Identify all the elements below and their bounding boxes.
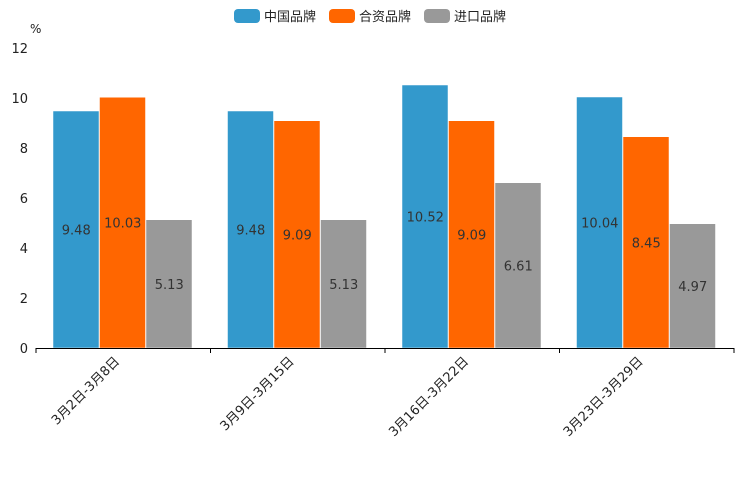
bar-2-1 <box>99 97 146 349</box>
bars <box>52 84 716 349</box>
x-category-label: 3月9日-3月15日 <box>218 354 298 434</box>
data-label-2-4: 8.45 <box>632 236 661 251</box>
data-labels: 9.48 10.03 5.13 9.48 9.09 5.13 10.52 9.09 6.61 10… <box>62 211 707 295</box>
bar-1-1 <box>52 110 100 349</box>
legend: 中国品牌 合资品牌 进口品牌 <box>234 9 506 25</box>
data-label-3-4: 4.97 <box>678 280 707 295</box>
y-tick-label: 6 <box>20 192 28 207</box>
y-tick-label: 10 <box>11 92 28 107</box>
legend-label-3: 进口品牌 <box>454 9 506 25</box>
data-label-2-1: 10.03 <box>104 217 141 232</box>
data-label-2-2: 9.09 <box>283 228 312 243</box>
bar-3-4 <box>669 223 716 349</box>
y-tick-label: 8 <box>20 142 28 157</box>
x-category-label: 3月2日-3月8日 <box>49 354 123 428</box>
bar-2-2 <box>273 120 321 349</box>
data-label-3-1: 5.13 <box>155 278 184 293</box>
legend-swatch-1 <box>234 9 260 23</box>
bar-1-3 <box>401 84 449 349</box>
bar-2-3 <box>448 120 495 349</box>
legend-swatch-3 <box>424 9 450 23</box>
y-tick-label: 0 <box>20 342 28 357</box>
bar-3-1 <box>145 219 193 349</box>
bar-1-2 <box>227 110 274 349</box>
y-axis: 0 2 4 6 8 10 12 <box>11 42 28 357</box>
x-axis: 3月2日-3月8日 3月9日-3月15日 3月16日-3月22日 3月23日-3月29… <box>35 348 735 440</box>
y-tick-label: 12 <box>11 42 28 57</box>
data-label-1-2: 9.48 <box>236 224 265 239</box>
y-tick-label: 2 <box>20 292 28 307</box>
data-label-2-3: 9.09 <box>457 228 486 243</box>
x-category-label: 3月23日-3月29日 <box>561 354 647 440</box>
bar-1-4 <box>576 96 623 349</box>
data-label-3-2: 5.13 <box>329 278 358 293</box>
x-category-label: 3月16日-3月22日 <box>386 354 472 440</box>
data-label-3-3: 6.61 <box>504 259 533 274</box>
bar-3-2 <box>320 219 367 349</box>
legend-label-2: 合资品牌 <box>359 9 411 25</box>
data-label-1-3: 10.52 <box>407 211 444 226</box>
legend-swatch-2 <box>329 9 355 23</box>
bar-2-4 <box>622 136 670 349</box>
data-label-1-1: 9.48 <box>62 224 91 239</box>
y-tick-label: 4 <box>20 242 28 257</box>
legend-label-1: 中国品牌 <box>264 9 316 25</box>
data-label-1-4: 10.04 <box>581 217 618 232</box>
y-axis-unit-label: % <box>30 22 41 36</box>
